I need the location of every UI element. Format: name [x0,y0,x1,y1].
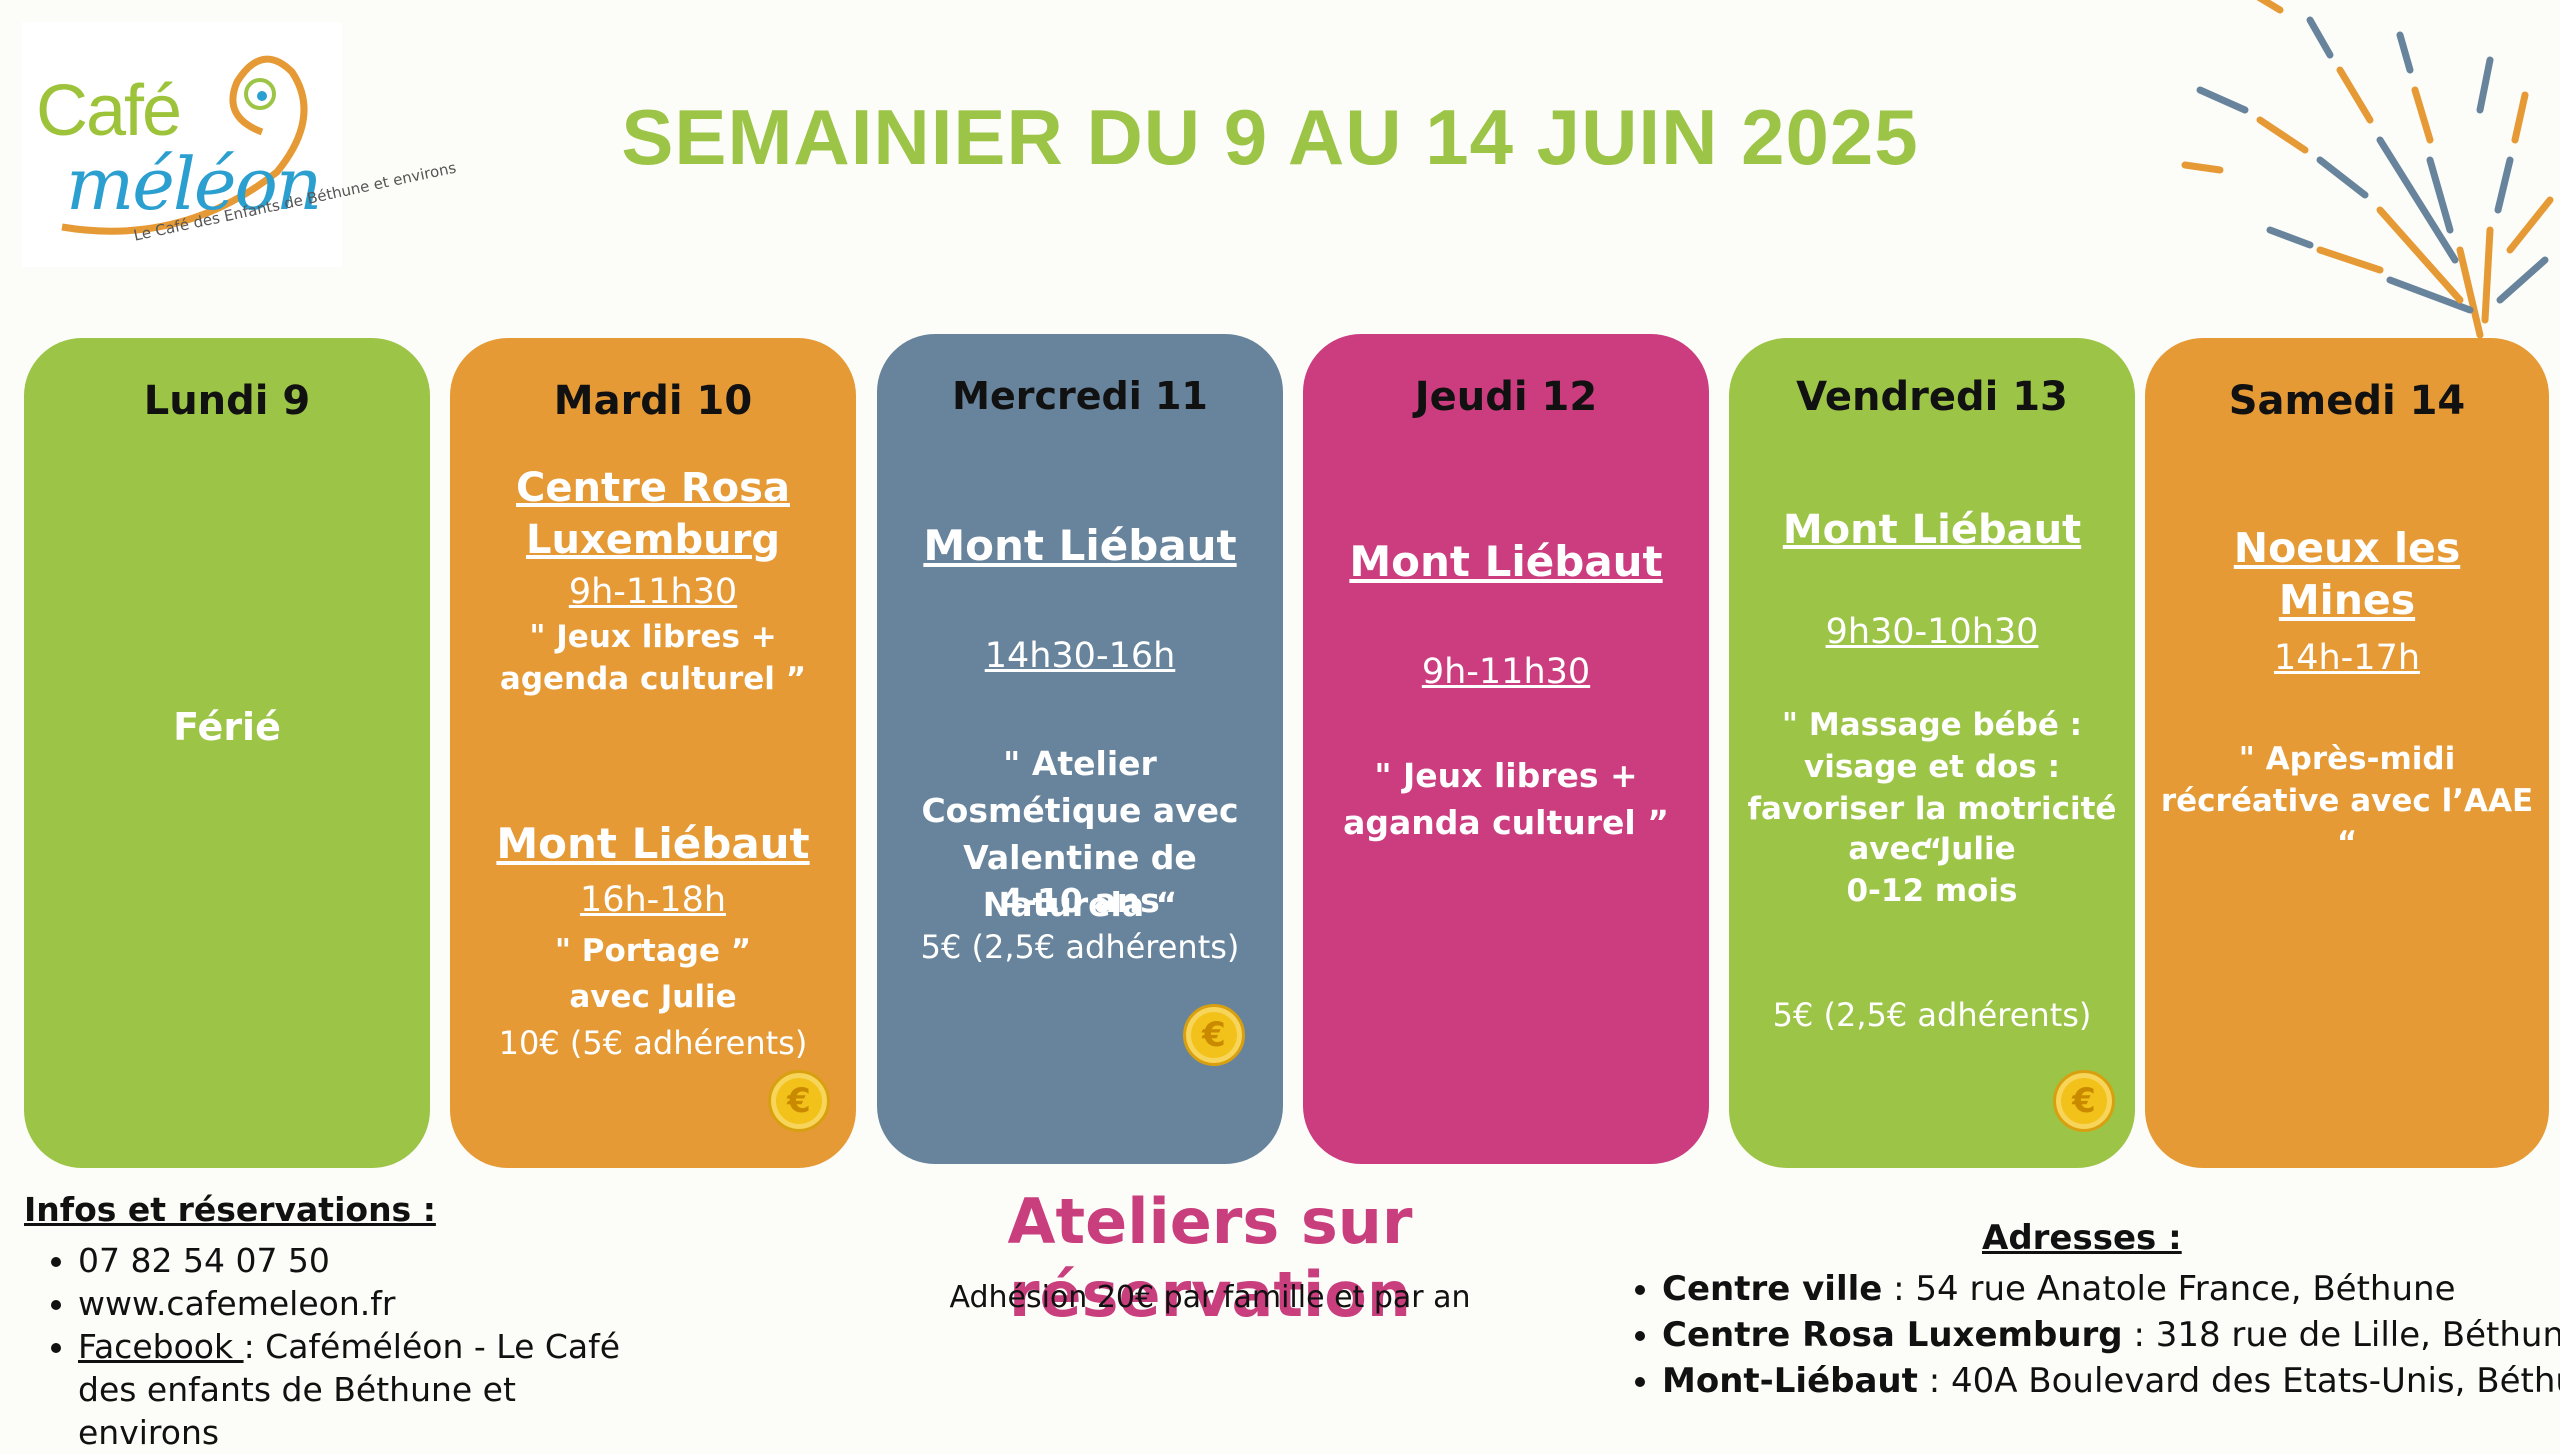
activity-description: " Massage bébé : visage et dos : favoris… [1747,707,2117,869]
age-range: 0-12 mois [1846,873,2018,909]
adresses-list: Centre ville : 54 rue Anatole France, Bé… [1626,1266,2560,1404]
activity-host: avec Julie [1848,831,2016,867]
activity-host: avec Julie [569,979,737,1015]
adresses-heading: Adresses : [1982,1218,2182,1258]
price: 5€ (2,5€ adhérents) [920,928,1240,966]
address-name: Mont-Liébaut [1662,1361,1918,1401]
address-text: : 318 rue de Lille, Béthune [2122,1315,2560,1355]
facebook-page-name: : Caféméléon - Le Café des enfants de Bé… [78,1327,621,1452]
activity-description: " Atelier Cosmétique avec Valentine de N… [921,744,1239,924]
time-slot: 14h-17h [2273,638,2421,678]
address-text: : 40A Boulevard des Etats-Unis, Béthune [1917,1361,2560,1401]
day-name: Mercredi 11 [952,374,1208,418]
location-mont-liebaut: Mont Liébaut [1349,537,1663,586]
address-text: : 54 rue Anatole France, Béthune [1882,1269,2456,1309]
day-card-vendredi: Vendredi 13 Mont Liébaut 9h30-10h30 " Ma… [1729,338,2135,1168]
day-name: Samedi 14 [2228,378,2466,424]
location-centre-rosa-luxemburg: Centre Rosa Luxemburg [516,465,790,563]
ateliers-heading: Ateliers sur réservation [1007,1185,1413,1331]
firework-burst-icon [2181,0,2554,339]
address-item: Mont-Liébaut : 40A Boulevard des Etats-U… [1662,1358,2560,1404]
age-range: 4-10 ans [1000,881,1160,920]
activity-description: " Jeux libres + aganda culturel ” [1343,756,1669,842]
adhesion-note: Adhésion 20€ par famille et par an [949,1280,1471,1315]
time-slot: 9h30-10h30 [1825,612,2039,652]
day-name: Jeudi 12 [1414,374,1598,420]
euro-coin-icon: € [768,1070,830,1132]
cafemeleon-logo: Café méléon Le Café des Enfants de Béthu… [22,22,458,267]
logo-text-meleon: méléon [66,142,322,226]
time-slot: 9h-11h30 [568,572,738,612]
price: 5€ (2,5€ adhérents) [1772,996,2092,1034]
website-link[interactable]: www.cafemeleon.fr [78,1282,638,1325]
day-name: Lundi 9 [143,378,311,424]
chameleon-swirl-icon [61,55,308,235]
address-item: Centre ville : 54 rue Anatole France, Bé… [1662,1266,2560,1312]
day-card-lundi: Lundi 9 Férié [24,338,430,1168]
facebook-item: Facebook : Caféméléon - Le Café des enfa… [78,1325,638,1454]
page-title: SEMAINIER DU 9 AU 14 JUIN 2025 [621,93,1919,181]
activity-description: " Jeux libres + agenda culturel ” [499,619,807,697]
infos-list: 07 82 54 07 50 www.cafemeleon.fr Faceboo… [24,1239,638,1454]
location-mont-liebaut: Mont Liébaut [1782,507,2082,553]
time-slot: 14h30-16h [984,636,1176,676]
day-card-mardi: Mardi 10 Centre Rosa Luxemburg 9h-11h30 … [450,338,856,1168]
day-status-ferie: Férié [173,705,281,749]
activity-description: " Après-midi récréative avec l’AAE “ [2160,741,2534,861]
day-card-jeudi: Jeudi 12 Mont Liébaut 9h-11h30 " Jeux li… [1303,334,1709,1164]
infos-reservations: Infos et réservations : 07 82 54 07 50 w… [24,1190,638,1454]
address-item: Centre Rosa Luxemburg : 318 rue de Lille… [1662,1312,2560,1358]
euro-coin-icon: € [2053,1070,2115,1132]
activity-description: " Portage ” [554,933,752,969]
location-noeux-les-mines: Noeux les Mines [2233,524,2461,624]
location-mont-liebaut: Mont Liébaut [496,819,810,868]
day-name: Vendredi 13 [1796,374,2068,420]
adresses-section: Adresses : Centre ville : 54 rue Anatole… [1626,1218,2560,1404]
price: 10€ (5€ adhérents) [498,1024,808,1062]
day-name: Mardi 10 [553,378,753,424]
day-card-samedi: Samedi 14 Noeux les Mines 14h-17h " Aprè… [2145,338,2549,1168]
address-name: Centre ville [1662,1269,1883,1309]
euro-coin-icon: € [1183,1004,1245,1066]
address-name: Centre Rosa Luxemburg [1662,1315,2123,1355]
logo-text-cafe: Café [36,71,182,151]
phone-number: 07 82 54 07 50 [78,1239,638,1282]
time-slot: 16h-18h [579,880,727,920]
facebook-link[interactable]: Facebook [78,1327,244,1366]
infos-heading: Infos et réservations : [24,1190,436,1229]
time-slot: 9h-11h30 [1421,652,1591,692]
day-card-mercredi: Mercredi 11 Mont Liébaut 14h30-16h " Ate… [877,334,1283,1164]
location-mont-liebaut: Mont Liébaut [923,521,1237,570]
